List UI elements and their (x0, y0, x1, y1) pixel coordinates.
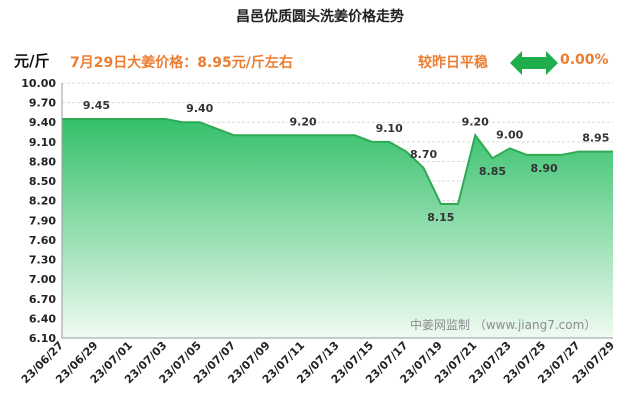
y-tick-label: 6.70 (29, 293, 56, 306)
change-percent: 0.00% (560, 52, 609, 68)
data-label: 8.95 (582, 132, 609, 145)
data-label: 8.85 (479, 165, 506, 178)
y-tick-label: 7.90 (29, 214, 56, 227)
data-label: 8.15 (427, 211, 454, 224)
y-tick-label: 8.20 (29, 195, 56, 208)
watermark: 中姜网监制 （www.jiang7.com） (410, 318, 597, 332)
data-label: 9.20 (289, 115, 316, 128)
y-tick-label: 10.00 (21, 77, 56, 90)
y-tick-label: 7.30 (29, 254, 56, 267)
data-label: 9.40 (186, 102, 213, 115)
y-tick-label: 6.40 (29, 312, 56, 325)
y-tick-label: 9.70 (29, 97, 56, 110)
y-tick-label: 9.10 (29, 136, 56, 149)
y-tick-label: 8.80 (29, 155, 56, 168)
y-tick-label: 9.40 (29, 116, 56, 129)
data-label: 9.10 (376, 122, 403, 135)
price-line-series (62, 117, 613, 205)
y-tick-label: 7.60 (29, 234, 56, 247)
y-tick-label: 7.00 (29, 273, 56, 286)
price-area (62, 118, 613, 338)
y-axis-unit: 元/斤 (14, 52, 50, 70)
data-label: 8.90 (531, 162, 558, 175)
y-tick-label: 8.50 (29, 175, 56, 188)
price-summary: 7月29日大姜价格：8.95元/斤左右 (70, 55, 293, 71)
data-label: 9.00 (496, 128, 523, 141)
double-arrow-icon (510, 51, 558, 75)
data-label: 8.70 (410, 148, 437, 161)
compare-label: 较昨日平稳 (418, 55, 488, 71)
chart-title: 昌邑优质圆头洗姜价格走势 (236, 9, 404, 25)
data-label: 9.20 (462, 115, 489, 128)
data-label: 9.45 (83, 99, 110, 112)
y-tick-label: 6.10 (29, 332, 56, 345)
